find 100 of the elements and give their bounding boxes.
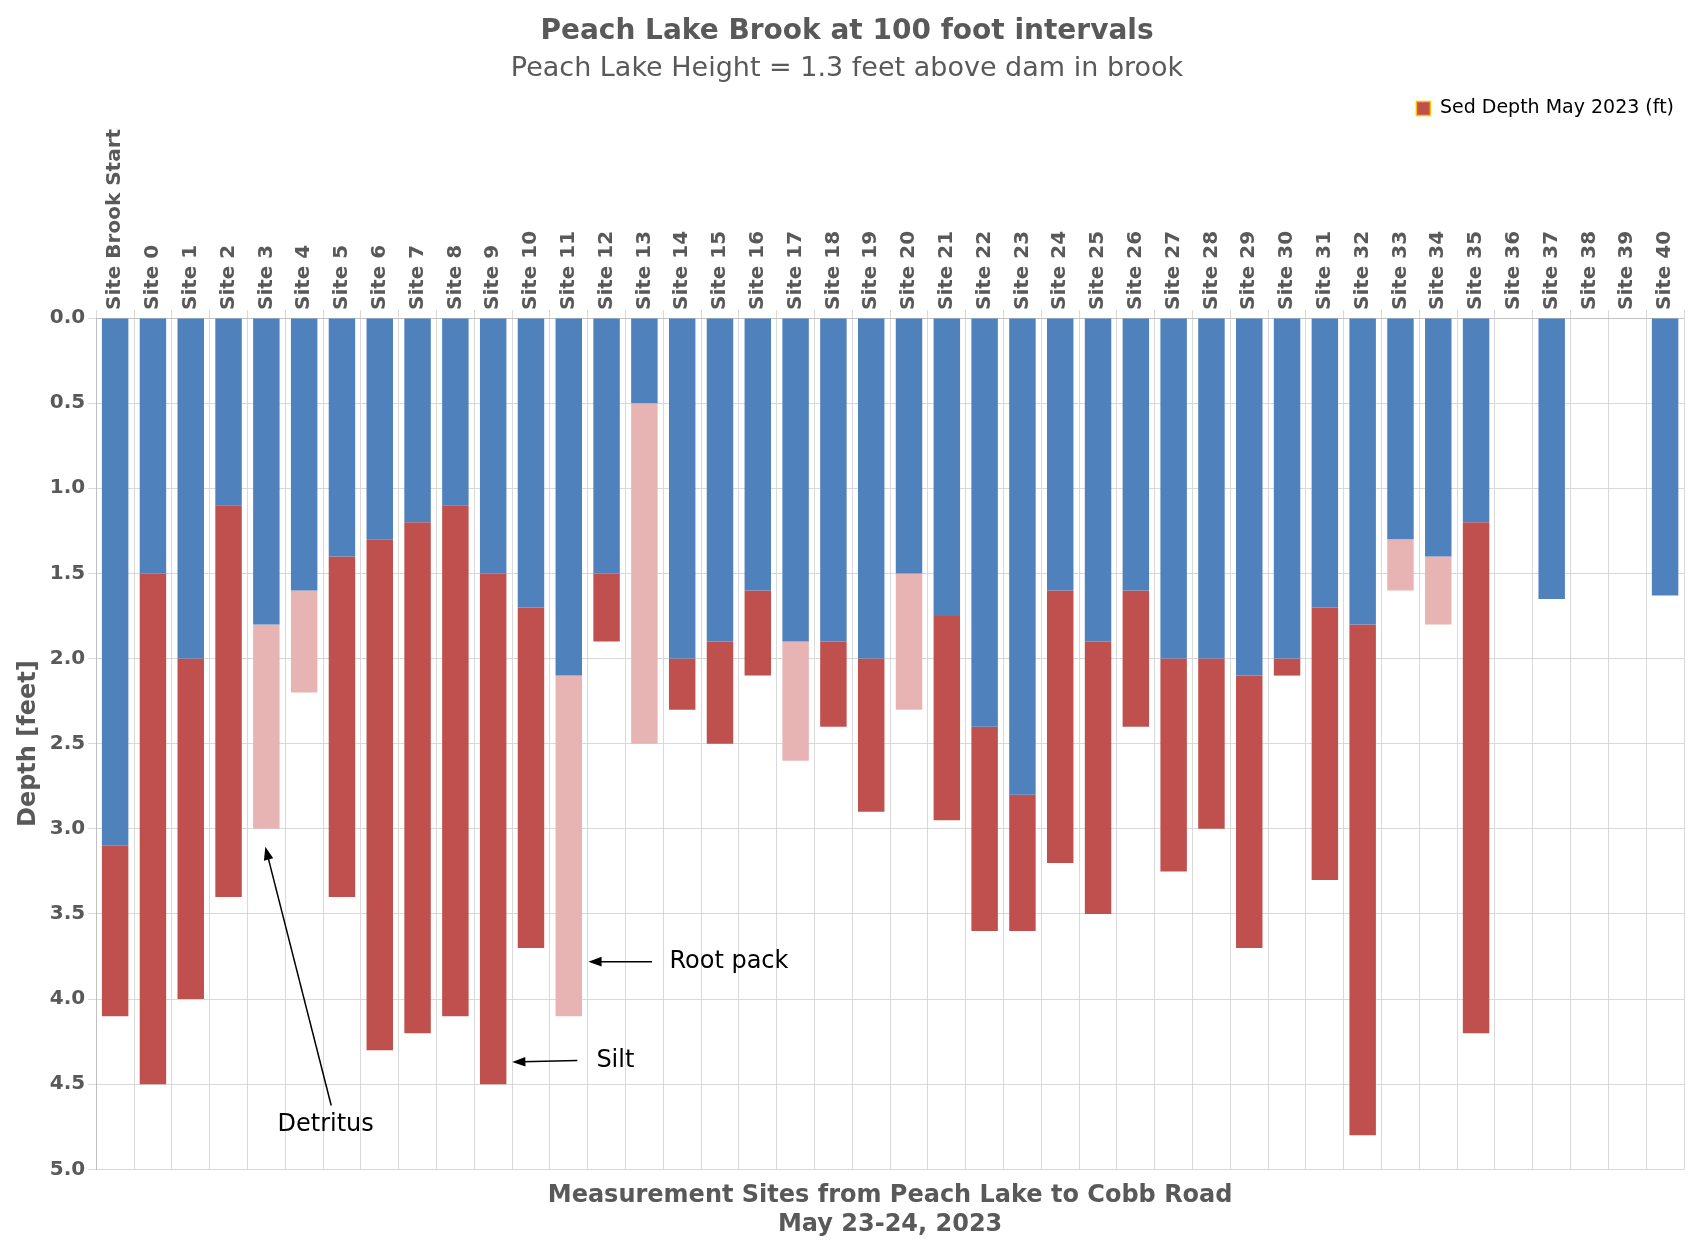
legend-label: Sed Depth May 2023 (ft) xyxy=(1439,95,1674,118)
x-tick-label: Site 12 xyxy=(592,230,617,310)
x-tick-label: Site 7 xyxy=(403,244,428,310)
bar xyxy=(177,318,204,659)
bar xyxy=(1462,318,1490,523)
x-tick-label: Site 10 xyxy=(517,230,542,310)
bar xyxy=(555,318,583,676)
bar xyxy=(706,641,734,744)
x-tick-label: Site 17 xyxy=(781,230,806,310)
y-tick-label: 2.0 xyxy=(49,644,86,669)
x-tick-label: Site 1 xyxy=(176,244,201,310)
bar xyxy=(517,318,545,608)
y-tick-label: 4.0 xyxy=(49,985,86,1010)
bar xyxy=(744,318,772,591)
bar xyxy=(404,318,431,523)
bar xyxy=(1084,318,1112,642)
bar xyxy=(1198,658,1225,829)
bar xyxy=(971,318,998,727)
bar xyxy=(1236,318,1263,676)
bar xyxy=(1009,318,1036,795)
chart-subtitle: Peach Lake Height = 1.3 feet above dam in brook xyxy=(510,50,1184,82)
bar xyxy=(1160,318,1187,659)
x-tick-label: Site 4 xyxy=(290,244,315,310)
x-tick-label: Site 8 xyxy=(441,244,466,310)
bar xyxy=(857,318,885,659)
bar xyxy=(215,318,242,506)
y-tick-label: 3.0 xyxy=(49,815,86,840)
x-tick-label: Site 27 xyxy=(1159,230,1184,310)
x-tick-label: Site 25 xyxy=(1084,230,1109,310)
bar xyxy=(782,318,809,642)
x-tick-label: Site 15 xyxy=(706,230,731,310)
x-tick-label: Site 28 xyxy=(1197,230,1222,310)
x-tick-label: Site 5 xyxy=(328,244,353,310)
bar xyxy=(1311,318,1339,608)
bar xyxy=(1462,522,1490,1034)
bar xyxy=(744,590,772,676)
bar xyxy=(328,556,356,897)
bar xyxy=(1425,556,1452,625)
bar xyxy=(139,573,167,1085)
x-tick-label: Site 30 xyxy=(1273,230,1298,310)
x-tick-label: Site 35 xyxy=(1462,230,1487,310)
x-tick-label: Site 14 xyxy=(668,230,693,310)
x-tick-label: Site 40 xyxy=(1651,230,1676,310)
bar xyxy=(442,505,469,1017)
bar xyxy=(290,318,318,591)
x-tick-label: Site 37 xyxy=(1537,230,1562,310)
bar xyxy=(706,318,734,642)
bar xyxy=(253,318,280,625)
y-tick-label: 0.0 xyxy=(49,304,86,329)
x-tick-label: Site 20 xyxy=(895,230,920,310)
bar xyxy=(1273,658,1301,676)
bar xyxy=(442,318,469,506)
bar xyxy=(857,658,885,812)
x-tick-label: Site 6 xyxy=(365,244,390,310)
bar xyxy=(1047,590,1074,863)
x-tick-label: Site 18 xyxy=(819,230,844,310)
bar xyxy=(479,573,507,1085)
bar xyxy=(1349,624,1376,1136)
y-tick-label: 5.0 xyxy=(49,1155,86,1180)
bar xyxy=(668,318,696,659)
y-axis-title: Depth [feet] xyxy=(12,660,41,828)
bar xyxy=(933,615,961,821)
bar xyxy=(1009,794,1036,932)
bar xyxy=(782,641,809,761)
bar xyxy=(1349,318,1376,625)
bar xyxy=(1273,318,1301,659)
bar xyxy=(1425,318,1452,557)
bar xyxy=(290,590,318,693)
bar xyxy=(366,318,393,540)
annotation: Root pack xyxy=(669,945,789,974)
bar xyxy=(820,641,847,727)
y-tick-label: 1.0 xyxy=(49,474,86,499)
bar xyxy=(1122,590,1150,727)
bar xyxy=(631,318,658,404)
x-tick-label: Site 0 xyxy=(139,244,164,310)
x-tick-label: Site 9 xyxy=(479,244,504,310)
y-tick-label: 2.5 xyxy=(49,729,86,754)
x-tick-label: Site 36 xyxy=(1500,230,1525,310)
y-tick-label: 0.5 xyxy=(49,389,86,414)
bar xyxy=(1122,318,1150,591)
x-tick-label: Site 16 xyxy=(744,230,768,310)
x-tick-label: Site 22 xyxy=(970,230,995,310)
x-tick-label: Site 33 xyxy=(1386,230,1411,310)
bar xyxy=(593,318,620,574)
bar xyxy=(101,318,129,846)
x-tick-label: Site 11 xyxy=(554,230,579,310)
bar xyxy=(139,318,167,574)
bar xyxy=(479,318,507,574)
x-tick-label: Site 39 xyxy=(1613,230,1638,310)
bar xyxy=(631,403,658,744)
y-tick-label: 1.5 xyxy=(49,559,86,584)
bar xyxy=(1198,318,1225,659)
bar xyxy=(1047,318,1074,591)
bar xyxy=(1311,607,1339,880)
bar xyxy=(1387,539,1414,591)
bar xyxy=(555,675,583,1017)
x-tick-label: Site 3 xyxy=(252,244,277,310)
bar xyxy=(1084,641,1112,914)
x-tick-label: Site 23 xyxy=(1008,230,1033,310)
bar xyxy=(971,726,998,932)
